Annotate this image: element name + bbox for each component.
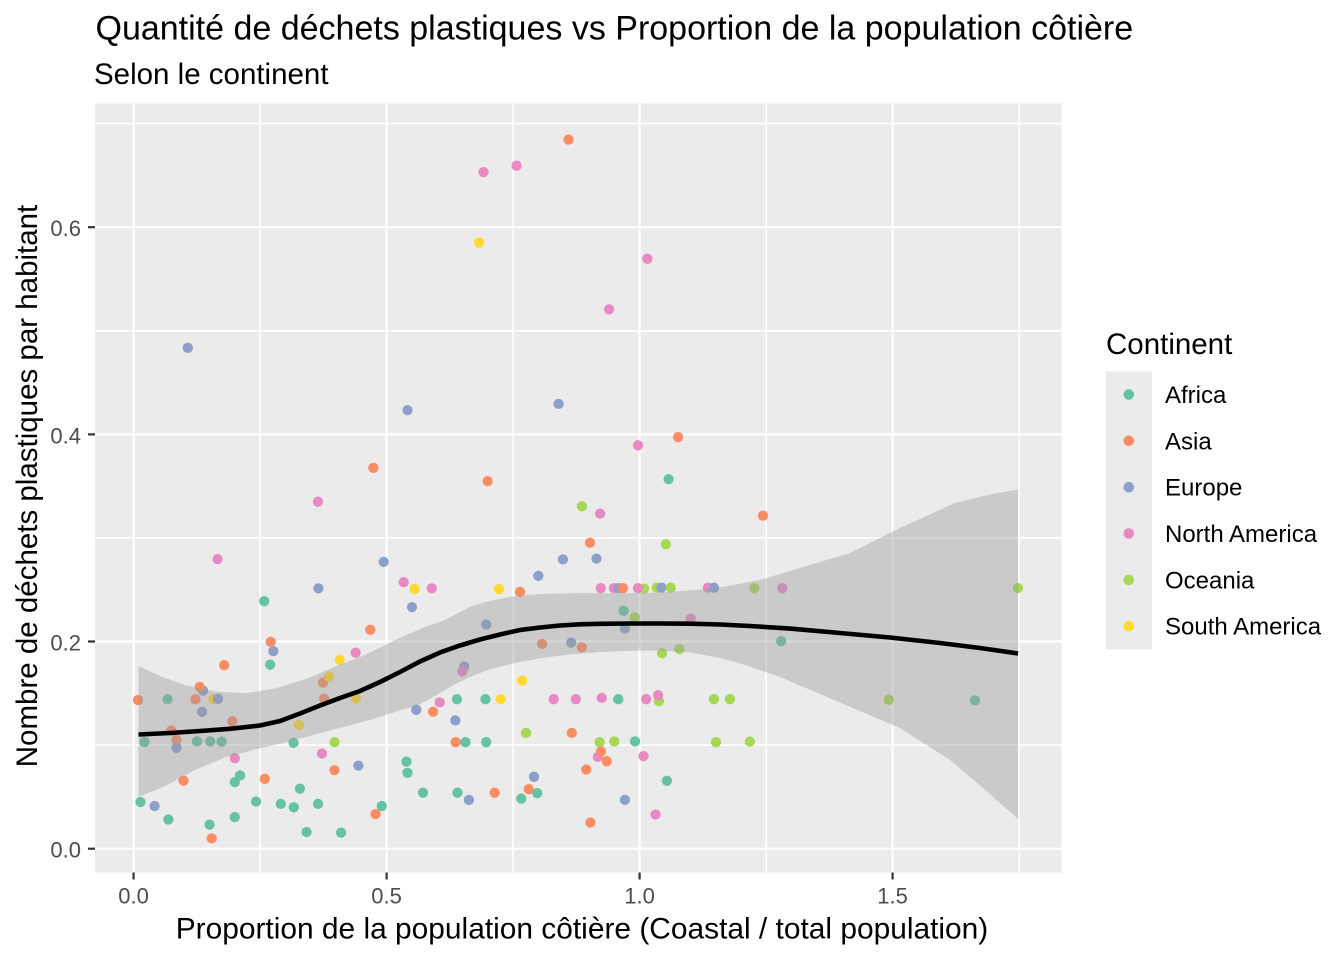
svg-text:Selon le continent: Selon le continent bbox=[94, 58, 329, 91]
svg-text:Nombre de déchets plastiques p: Nombre de déchets plastiques par habitan… bbox=[11, 205, 44, 768]
svg-text:1.0: 1.0 bbox=[624, 884, 655, 909]
svg-text:Oceania: Oceania bbox=[1165, 567, 1255, 594]
svg-text:0.2: 0.2 bbox=[50, 631, 81, 656]
svg-text:Europe: Europe bbox=[1165, 475, 1242, 502]
svg-text:South America: South America bbox=[1165, 614, 1322, 641]
svg-text:Asia: Asia bbox=[1165, 428, 1212, 455]
svg-text:Continent: Continent bbox=[1106, 328, 1232, 361]
svg-text:0.6: 0.6 bbox=[50, 216, 81, 241]
svg-text:Proportion de la population cô: Proportion de la population côtière (Coa… bbox=[176, 913, 989, 946]
svg-text:North America: North America bbox=[1165, 521, 1318, 548]
svg-text:Quantité de déchets plastiques: Quantité de déchets plastiques vs Propor… bbox=[96, 9, 1134, 47]
svg-text:0.0: 0.0 bbox=[50, 838, 81, 863]
svg-text:0.4: 0.4 bbox=[50, 423, 81, 448]
svg-text:1.5: 1.5 bbox=[877, 884, 908, 909]
svg-text:Africa: Africa bbox=[1165, 382, 1227, 409]
svg-text:0.0: 0.0 bbox=[118, 884, 149, 909]
svg-text:0.5: 0.5 bbox=[371, 884, 402, 909]
